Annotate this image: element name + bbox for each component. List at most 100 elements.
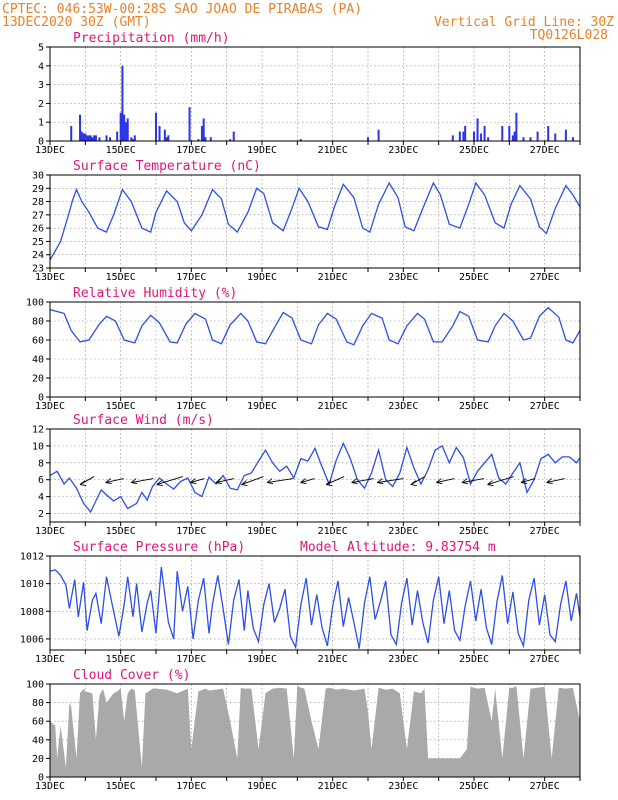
precip-bar — [197, 139, 200, 141]
precip-bar — [483, 125, 486, 141]
wind-arrow — [156, 476, 183, 486]
precip-bar — [163, 129, 166, 141]
precip-bar — [80, 131, 83, 141]
wind-arrow — [215, 478, 234, 484]
precip-bar — [93, 135, 96, 141]
panel-frame — [49, 428, 581, 523]
y-tick-label: 30 — [32, 171, 44, 182]
panel-cloud: 0 20 40 60 80 100 13DEC 15DEC 17DEC 19DEC 21DEC 23D… — [26, 668, 581, 792]
y-tick-label: 4 — [38, 61, 44, 72]
x-tick-label: 21DEC — [318, 272, 348, 283]
y-tick-label: 6 — [38, 475, 44, 486]
precip-bar — [132, 139, 135, 141]
precip-bar — [536, 131, 539, 141]
x-tick-label: 13DEC — [35, 781, 65, 792]
wind-arrow — [487, 476, 514, 486]
precip-bar — [116, 131, 119, 141]
x-tick-label: 25DEC — [459, 781, 489, 792]
y-tick-label: 60 — [32, 717, 44, 728]
panel-title-wind: Surface Wind (m/s) — [73, 413, 214, 428]
x-tick-label: 15DEC — [106, 272, 136, 283]
y-tick-label: 1 — [38, 118, 44, 129]
x-tick-label: 27DEC — [530, 526, 560, 537]
y-tick-label: 26 — [32, 224, 44, 235]
precip-bar — [98, 137, 101, 141]
x-tick-label: 17DEC — [176, 401, 206, 412]
y-tick-label: 25 — [32, 237, 44, 248]
panel-title-rh: Relative Humidity (%) — [73, 286, 237, 301]
wind-arrow — [131, 478, 154, 484]
precip-bar — [487, 137, 490, 141]
wind-arrow-head — [156, 480, 163, 487]
panel-title-pres: Surface Pressure (hPa) — [73, 540, 245, 555]
wind-arrow-head — [376, 478, 384, 485]
precip-bar — [377, 129, 380, 141]
x-tick-label: 23DEC — [388, 272, 418, 283]
y-tick-label: 1008 — [20, 607, 44, 618]
y-tick-label: 23 — [32, 264, 44, 275]
precip-bar — [123, 114, 126, 141]
precip-bar — [473, 131, 475, 141]
cloud-area — [50, 685, 580, 777]
y-tick-label: 8 — [38, 458, 44, 469]
panel-frame — [49, 46, 581, 142]
wind-arrow-head — [266, 478, 274, 485]
x-tick-label: 19DEC — [247, 654, 277, 665]
precip-bar — [529, 137, 532, 141]
panel-pres: 1006 1008 1010 1012 13DEC 15DEC 17DEC 19DEC 21DE… — [20, 540, 581, 665]
x-tick-label: 25DEC — [459, 145, 489, 156]
wind-arrow-head — [300, 478, 307, 485]
x-tick-label: 19DEC — [247, 145, 277, 156]
wind-arrow — [436, 478, 455, 484]
precip-bar — [229, 139, 232, 141]
x-tick-label: 25DEC — [459, 401, 489, 412]
x-tick-label: 19DEC — [247, 781, 277, 792]
precip-bar — [167, 135, 170, 141]
x-tick-label: 25DEC — [459, 272, 489, 283]
precip-bar — [126, 118, 129, 141]
x-tick-label: 13DEC — [35, 145, 65, 156]
precip-bar — [86, 135, 89, 141]
header-run-code: TQ0126L028 — [530, 28, 608, 43]
x-tick-label: 23DEC — [388, 781, 418, 792]
wind-arrow-head — [190, 478, 197, 485]
x-tick-label: 13DEC — [35, 526, 65, 537]
precip-bar — [515, 112, 518, 141]
panel-title-temp: Surface Temperature (nC) — [73, 159, 261, 174]
precip-bar — [464, 125, 467, 141]
panel-temp: 23 24 25 26 27 28 29 30 13DEC 15DEC 17DEC 19DEC 21DE… — [32, 159, 581, 283]
precip-bar — [155, 112, 157, 141]
precip-bar — [109, 137, 112, 141]
wind-arrow-head — [215, 478, 222, 485]
wind-arrow-head — [105, 478, 112, 485]
precip-bar — [476, 118, 479, 141]
precip-bar — [188, 107, 191, 141]
y-tick-label: 28 — [32, 197, 44, 208]
y-tick-label: 29 — [32, 184, 44, 195]
y-tick-label: 2 — [38, 509, 44, 520]
precip-bar — [84, 133, 87, 141]
precip-bar — [105, 135, 108, 141]
y-tick-label: 60 — [32, 336, 44, 347]
precip-bar — [133, 135, 136, 141]
precip-bar — [367, 137, 369, 141]
precip-bar — [564, 129, 567, 141]
x-tick-label: 17DEC — [176, 781, 206, 792]
x-tick-label: 15DEC — [106, 654, 136, 665]
temp-series-line — [49, 181, 581, 261]
panel-frame — [49, 301, 581, 398]
precip-bar — [522, 137, 525, 141]
precip-bar — [200, 125, 203, 141]
x-tick-label: 21DEC — [318, 145, 348, 156]
wind-series-line — [49, 441, 581, 514]
precip-bar — [204, 137, 207, 141]
y-tick-label: 24 — [32, 250, 44, 261]
wind-arrow — [351, 478, 374, 484]
wind-arrow — [546, 478, 565, 484]
y-tick-label: 4 — [38, 492, 44, 503]
wind-arrow — [190, 478, 205, 484]
x-tick-label: 17DEC — [176, 654, 206, 665]
precip-bar — [94, 135, 97, 141]
